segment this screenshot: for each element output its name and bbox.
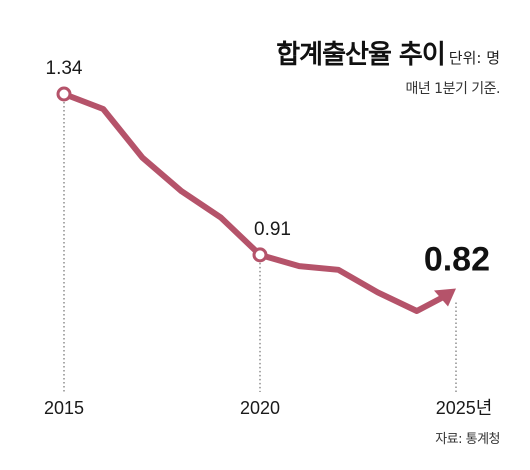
chart-header: 합계출산율 추이 단위: 명 (276, 34, 500, 71)
data-label-2020: 0.91 (254, 219, 291, 240)
chart-title: 합계출산율 추이 (276, 40, 445, 70)
data-point-2015 (56, 86, 72, 102)
unit-label: 단위: 명 (448, 49, 500, 67)
x-tick-label-2025: 2025년 (436, 398, 493, 418)
data-label-2025: 0.82 (424, 241, 490, 279)
x-tick-label-2020: 2020 (240, 398, 280, 418)
data-label-2015: 1.34 (46, 58, 83, 79)
source-note: 자료: 통계청 (435, 432, 500, 447)
data-point-2020 (252, 247, 268, 263)
arrow-head-2025 (434, 288, 456, 307)
series-line (61, 91, 449, 314)
x-tick-label-2015: 2015 (44, 398, 84, 418)
chart-subtitle: 매년 1분기 기준. (405, 81, 500, 97)
